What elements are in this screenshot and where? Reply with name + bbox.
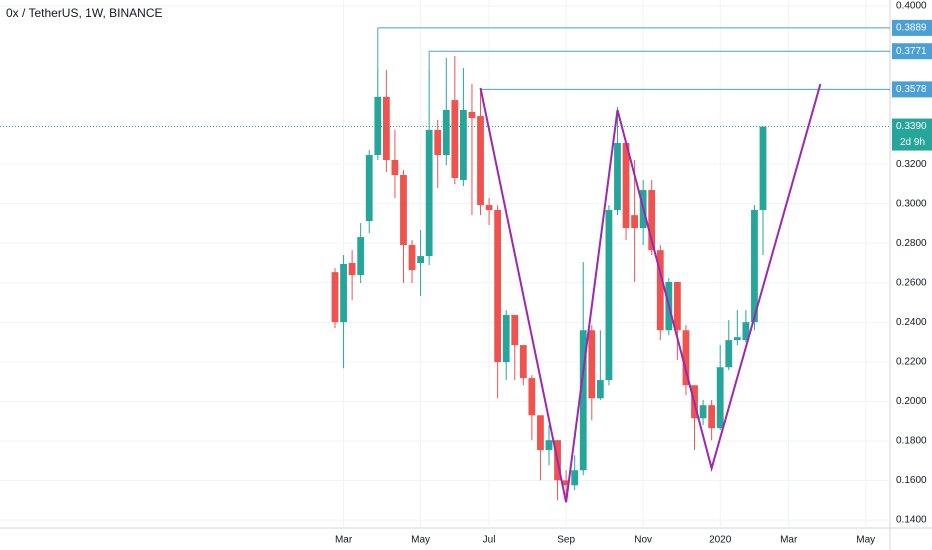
y-tick-label: 0.2800 [896,238,927,249]
candle-body [331,272,339,323]
candle-body [733,337,741,341]
candle-body [579,330,587,471]
y-tick-label: 0.1600 [896,475,927,486]
candle-body [468,111,476,119]
candle-body [545,440,553,451]
y-tick-label: 0.2200 [896,357,927,368]
y-tick-label: 0.1400 [896,515,927,526]
y-tick-label: 0.3000 [896,198,927,209]
candle-body [725,340,733,368]
pattern-line [479,83,822,503]
level-label-bg [892,81,932,98]
countdown-label: 2d 9h [900,137,925,148]
candle-body [494,210,502,363]
x-tick-label: May [411,535,430,546]
candle-body [417,256,424,264]
candle-body [348,263,356,276]
level-label: 0.3771 [896,46,927,57]
candle-body [751,210,758,323]
candle-body [648,190,656,251]
candle-body [742,322,750,341]
level-label-bg [892,43,932,60]
y-tick-label: 0.1800 [896,436,927,447]
candle-body [588,330,596,399]
candle-body [571,470,579,486]
candle-body [605,210,613,381]
candle-body [357,237,365,276]
candle-body [699,405,707,419]
candle-body [562,480,570,486]
candle-body [477,116,484,206]
chart-title: 0x / TetherUS, 1W, BINANCE [6,6,163,20]
level-label-bg [892,19,932,36]
candle-body [408,245,416,271]
candle-body [528,378,536,416]
candle-body [674,281,681,331]
candle-body [425,129,433,257]
price-label: 0.3390 [896,121,927,132]
candle-body [656,250,664,331]
candle-body [716,367,724,429]
candle-body [708,405,716,429]
price-label-bg [892,118,932,151]
candle-body [365,155,373,222]
x-tick-label: Jul [483,535,496,546]
candle-body [442,109,450,156]
candle-body [596,380,604,399]
x-tick-label: Mar [780,535,798,546]
x-tick-label: Sep [557,535,575,546]
candle-body [759,126,767,211]
candle-body [340,264,347,323]
candle-body [382,96,390,160]
candle-body [519,345,527,379]
candle-body [391,159,399,176]
y-tick-label: 0.4000 [896,1,927,12]
x-tick-label: 2020 [709,535,732,546]
candle-body [485,205,493,211]
candle-body [682,330,690,386]
x-tick-label: Mar [335,535,353,546]
y-tick-label: 0.2400 [896,317,927,328]
candle-body [622,142,630,229]
candle-body [434,129,442,156]
candle-body [614,142,621,211]
y-tick-label: 0.3200 [896,159,927,170]
candle-body [400,175,407,246]
y-tick-label: 0.2600 [896,277,927,288]
candle-body [451,100,459,178]
level-label: 0.3578 [896,84,927,95]
y-tick-label: 0.2000 [896,396,927,407]
x-tick-label: May [856,535,875,546]
level-label: 0.3889 [896,23,927,34]
candle-body [374,96,382,156]
candle-body [631,215,638,229]
candle-body [502,315,510,363]
candle-body [537,415,544,451]
candle-body [460,109,467,180]
x-tick-label: Nov [634,535,652,546]
candle-body [511,315,519,346]
